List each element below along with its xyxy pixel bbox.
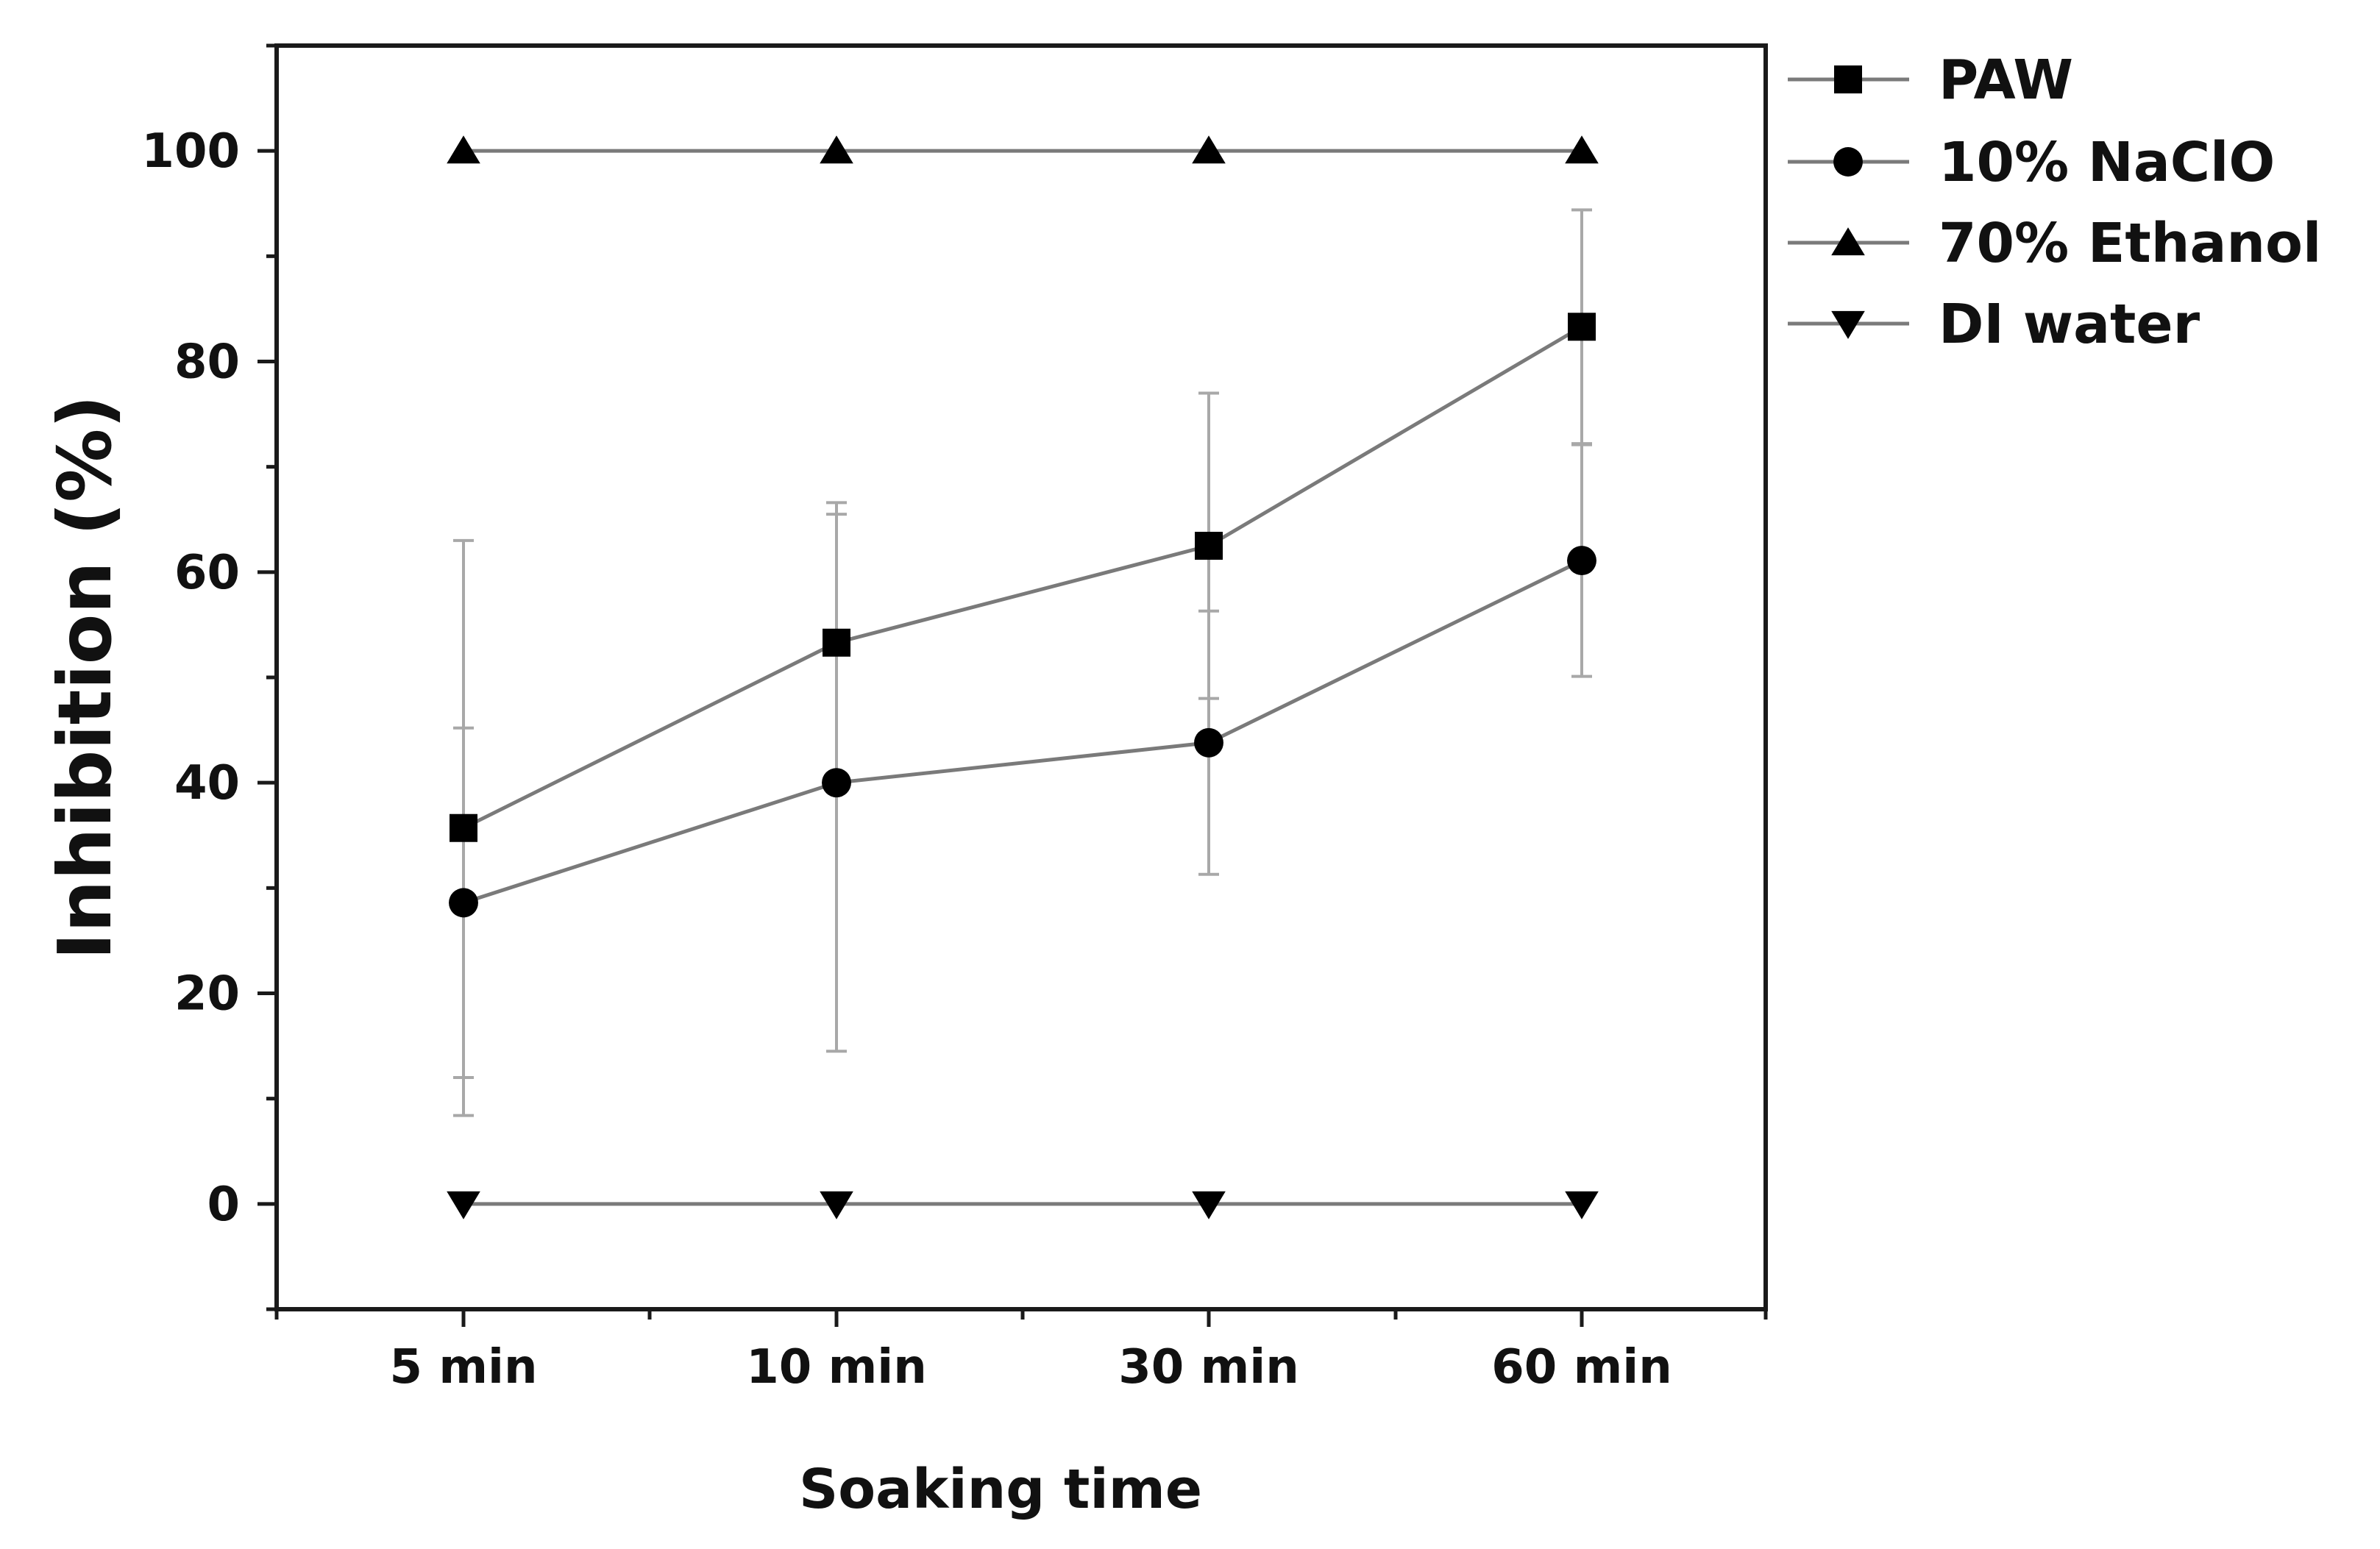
series-lines [462,149,1583,1206]
data-point [1192,1191,1226,1219]
data-point [447,1191,480,1219]
y-tick-label: 100 [141,124,240,179]
data-point [820,1191,853,1219]
y-tick-label: 80 [174,335,240,390]
error-bars [453,208,1592,1117]
x-tick-label: 30 min [1118,1340,1299,1395]
legend-marker [1831,227,1865,256]
legend-label: 70% Ethanol [1939,212,2321,275]
data-point [823,628,850,657]
y-tick-label: 0 [207,1178,240,1232]
series-markers [447,135,1599,1219]
legend: PAW 10% NaClO 70% Ethanol DI water [1788,49,2321,356]
legend-marker [1833,147,1863,177]
series-line [462,325,1583,830]
data-point [822,768,851,798]
y-tick-label: 20 [174,967,240,1022]
y-axis-label: Inhibition (%) [42,395,128,960]
legend-label: 10% NaClO [1939,131,2275,194]
data-point [447,135,480,164]
y-tick-label: 60 [174,546,240,600]
data-point [1195,532,1223,560]
x-axis-ticks: 5 min 10 min 30 min 60 min [274,1309,1768,1395]
y-tick-label: 40 [174,756,240,811]
x-tick-label: 60 min [1491,1340,1672,1395]
data-point [1567,546,1596,576]
x-tick-label: 5 min [390,1340,538,1395]
data-point [820,135,853,164]
data-point [1192,135,1226,164]
series-line [463,558,1583,905]
data-point [1565,135,1599,164]
data-point [1568,313,1596,341]
x-axis-label: Soaking time [799,1458,1202,1521]
data-point [1194,727,1223,758]
data-point [1565,1191,1599,1219]
data-point [450,813,477,842]
plot-frame [274,43,1768,1311]
legend-label: PAW [1939,49,2073,112]
legend-marker [1831,310,1865,339]
legend-marker [1834,65,1862,93]
x-tick-label: 10 min [746,1340,927,1395]
data-point [449,888,478,918]
legend-label: DI water [1939,293,2200,356]
y-axis-ticks: 0 20 40 60 80 100 [141,43,277,1311]
